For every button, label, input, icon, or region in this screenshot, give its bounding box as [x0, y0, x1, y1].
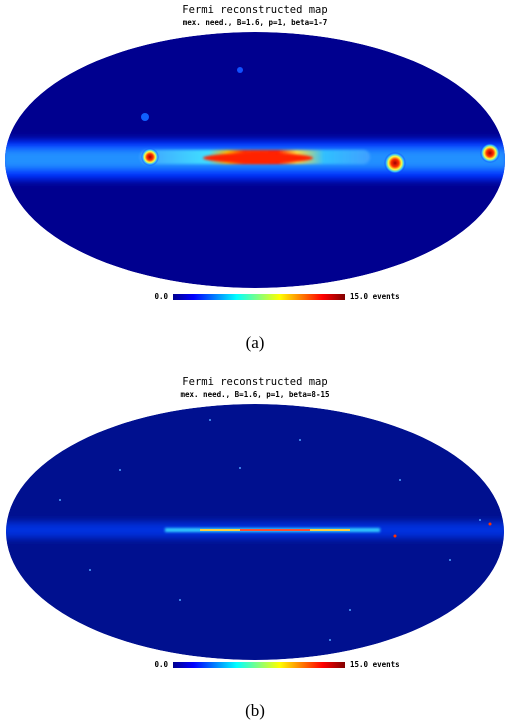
- panel-title: Fermi reconstructed map: [182, 4, 327, 16]
- colorbar-min: 0.0: [154, 292, 168, 301]
- panel-b: Fermi reconstructed map mex. need., B=1.…: [0, 376, 509, 720]
- colorbar: [173, 294, 345, 300]
- colorbar-min: 0.0: [154, 660, 168, 669]
- panel-a: Fermi reconstructed map mex. need., B=1.…: [0, 4, 509, 352]
- panel-subtitle: mex. need., B=1.6, p=1, beta=8-15: [180, 390, 329, 399]
- caption: (b): [245, 701, 265, 720]
- sky-map: [0, 404, 509, 660]
- colorbar-max: 15.0 events: [350, 292, 400, 301]
- panel-subtitle: mex. need., B=1.6, p=1, beta=1-7: [183, 18, 328, 27]
- colorbar: [173, 662, 345, 668]
- sky-map: [0, 32, 509, 288]
- colorbar-max: 15.0 events: [350, 660, 400, 669]
- panel-title: Fermi reconstructed map: [182, 376, 327, 388]
- caption: (a): [246, 333, 265, 352]
- figure: Fermi reconstructed map mex. need., B=1.…: [0, 0, 509, 725]
- page: {"panels": [ {"title": "Fermi reconstruc…: [0, 0, 509, 725]
